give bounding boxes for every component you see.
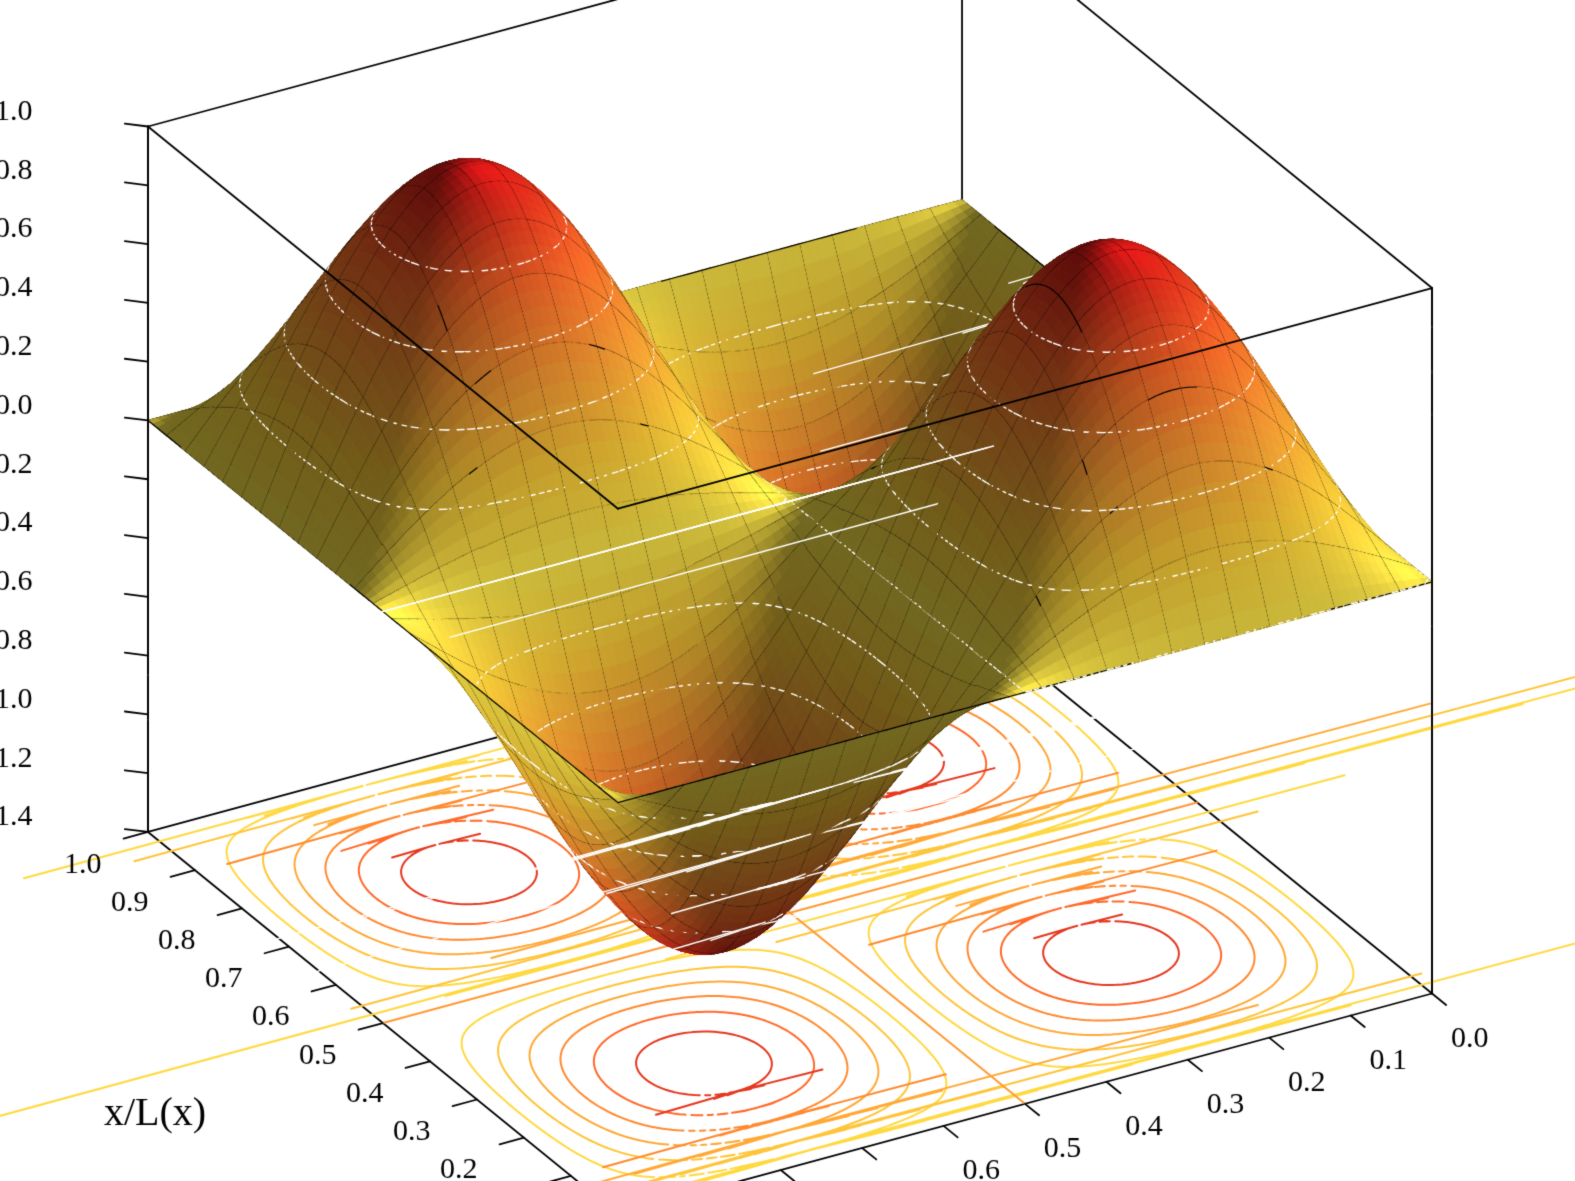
- surface-plot-3d: [0, 0, 1575, 1181]
